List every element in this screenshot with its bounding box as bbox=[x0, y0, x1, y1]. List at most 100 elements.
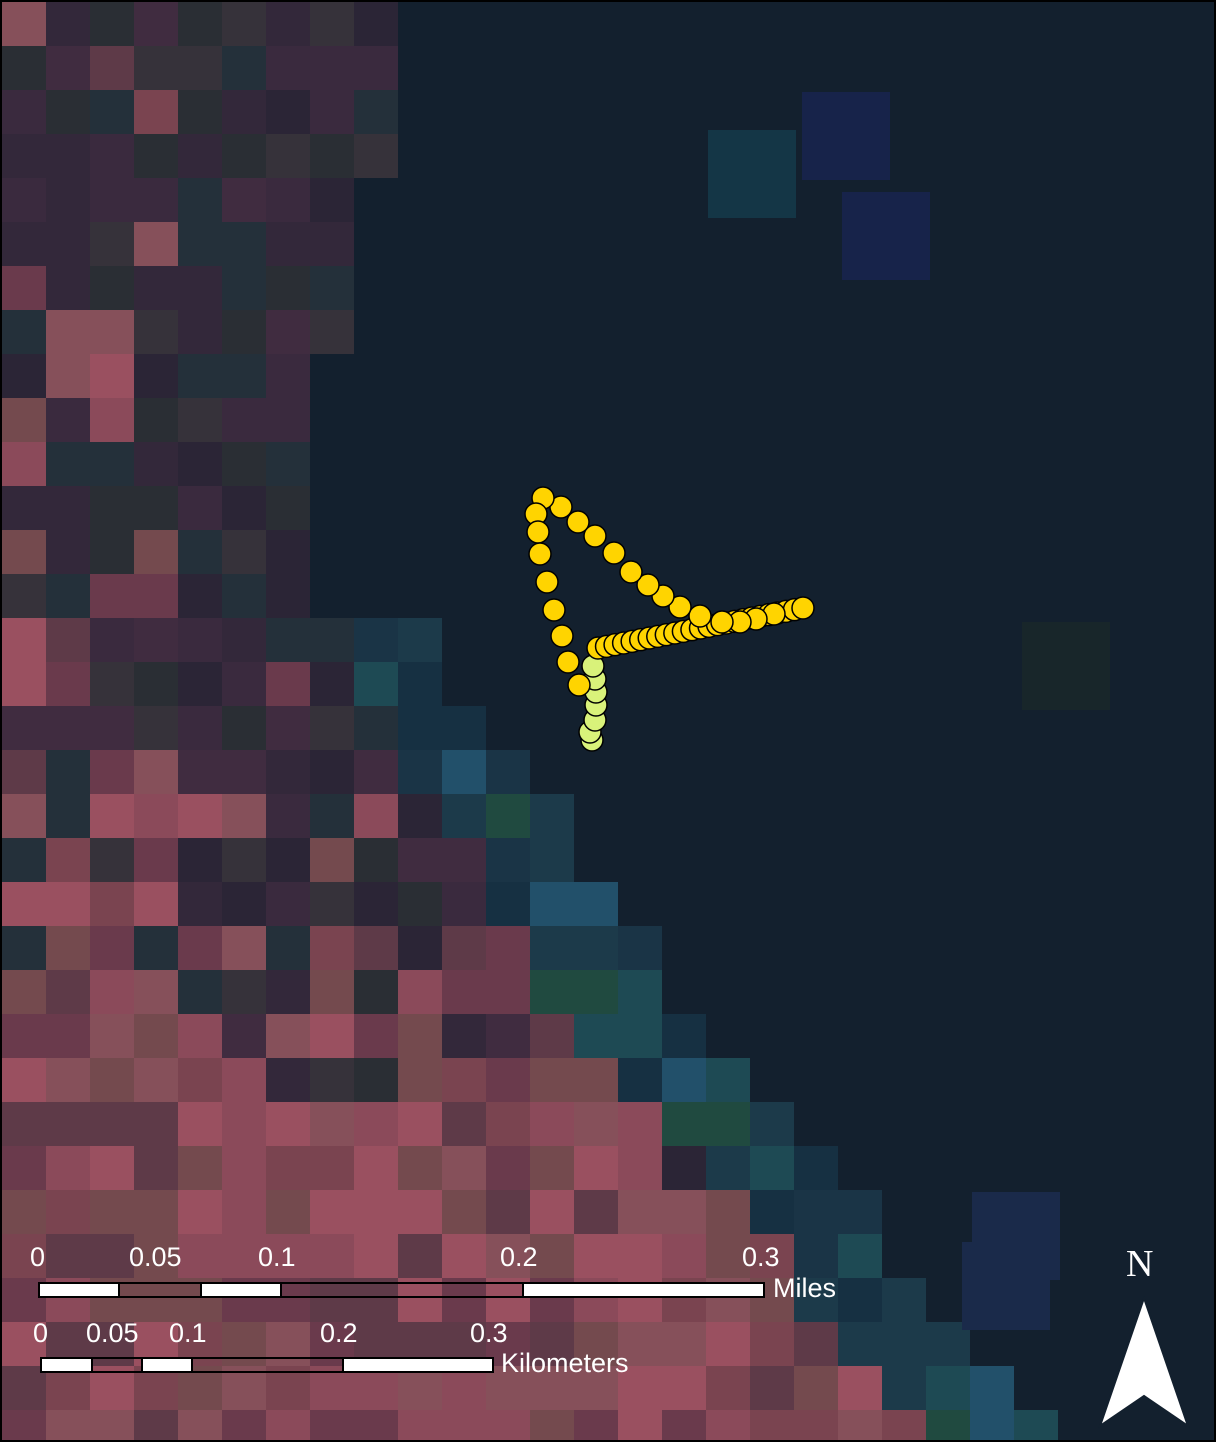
raster-cell bbox=[530, 1146, 574, 1190]
raster-cell bbox=[266, 1190, 310, 1234]
raster-cell bbox=[178, 662, 222, 706]
raster-cell bbox=[618, 1322, 662, 1366]
raster-cell bbox=[134, 794, 178, 838]
raster-cell bbox=[2, 574, 46, 618]
raster-cell bbox=[134, 706, 178, 750]
raster-cell bbox=[46, 1102, 90, 1146]
raster-cell bbox=[46, 1014, 90, 1058]
raster-cell bbox=[90, 1190, 134, 1234]
raster-cell bbox=[90, 398, 134, 442]
raster-cell bbox=[310, 1278, 354, 1322]
raster-cell bbox=[398, 1234, 442, 1278]
raster-cell bbox=[134, 90, 178, 134]
raster-cell bbox=[486, 750, 530, 794]
raster-cell bbox=[134, 1278, 178, 1322]
miles-tick-0.1: 0.1 bbox=[258, 1242, 296, 1272]
raster-cell bbox=[178, 486, 222, 530]
raster-cell bbox=[266, 2, 310, 46]
raster-cell bbox=[354, 1014, 398, 1058]
raster-cell bbox=[618, 1058, 662, 1102]
miles-tick-0.05: 0.05 bbox=[129, 1242, 182, 1272]
track-point bbox=[566, 510, 590, 534]
raster-cell bbox=[310, 838, 354, 882]
track-point bbox=[526, 520, 550, 544]
raster-cell bbox=[134, 134, 178, 178]
raster-cell bbox=[222, 882, 266, 926]
raster-cell bbox=[662, 1410, 706, 1440]
km-seg-4 bbox=[193, 1359, 344, 1371]
raster-cell bbox=[750, 1322, 794, 1366]
raster-cell bbox=[706, 1366, 750, 1410]
raster-cell bbox=[530, 1410, 574, 1440]
raster-cell bbox=[310, 1234, 354, 1278]
raster-cell bbox=[134, 970, 178, 1014]
raster-cell bbox=[2, 1190, 46, 1234]
raster-cell bbox=[398, 838, 442, 882]
raster-cell bbox=[842, 192, 930, 280]
raster-cell bbox=[838, 1234, 882, 1278]
raster-cell bbox=[442, 970, 486, 1014]
raster-cell bbox=[530, 1014, 574, 1058]
raster-cell bbox=[970, 1366, 1014, 1410]
track-point bbox=[535, 570, 559, 594]
raster-cell bbox=[530, 1102, 574, 1146]
raster-cell bbox=[838, 1322, 882, 1366]
miles-seg-4 bbox=[282, 1284, 524, 1296]
raster-cell bbox=[178, 574, 222, 618]
raster-cell bbox=[354, 46, 398, 90]
raster-cell bbox=[310, 2, 354, 46]
raster-cell bbox=[90, 354, 134, 398]
raster-cell bbox=[46, 1190, 90, 1234]
raster-cell bbox=[310, 926, 354, 970]
raster-cell bbox=[882, 1278, 926, 1322]
raster-cell bbox=[90, 486, 134, 530]
raster-cell bbox=[794, 1366, 838, 1410]
raster-cell bbox=[222, 354, 266, 398]
raster-cell bbox=[2, 970, 46, 1014]
raster-cell bbox=[442, 1278, 486, 1322]
raster-cell bbox=[618, 1014, 662, 1058]
miles-tick-0.2: 0.2 bbox=[500, 1242, 538, 1272]
raster-cell bbox=[2, 1366, 46, 1410]
raster-cell bbox=[486, 794, 530, 838]
raster-cell bbox=[222, 90, 266, 134]
raster-cell bbox=[2, 706, 46, 750]
raster-cell bbox=[222, 1410, 266, 1440]
raster-cell bbox=[46, 926, 90, 970]
km-tick-0: 0 bbox=[33, 1318, 49, 1348]
track-point bbox=[688, 604, 712, 628]
raster-cell bbox=[2, 134, 46, 178]
raster-cell bbox=[222, 2, 266, 46]
raster-cell bbox=[310, 662, 354, 706]
raster-cell bbox=[46, 354, 90, 398]
raster-cell bbox=[222, 46, 266, 90]
track-point bbox=[528, 542, 552, 566]
raster-cell bbox=[310, 1410, 354, 1440]
raster-cell bbox=[310, 134, 354, 178]
raster-cell bbox=[354, 1410, 398, 1440]
raster-cell bbox=[46, 530, 90, 574]
raster-cell bbox=[794, 1278, 838, 1322]
raster-cell bbox=[178, 1146, 222, 1190]
raster-cell bbox=[266, 618, 310, 662]
raster-cell bbox=[706, 1058, 750, 1102]
raster-cell bbox=[486, 1366, 530, 1410]
raster-cell bbox=[2, 2, 46, 46]
raster-cell bbox=[2, 222, 46, 266]
raster-cell bbox=[310, 618, 354, 662]
raster-cell bbox=[354, 1366, 398, 1410]
km-seg-5 bbox=[344, 1359, 492, 1371]
raster-cell bbox=[266, 398, 310, 442]
raster-cell bbox=[178, 618, 222, 662]
raster-cell bbox=[222, 926, 266, 970]
raster-cell bbox=[574, 1410, 618, 1440]
raster-cell bbox=[90, 90, 134, 134]
raster-cell bbox=[46, 1410, 90, 1440]
raster-cell bbox=[354, 2, 398, 46]
raster-cell bbox=[2, 530, 46, 574]
raster-cell bbox=[750, 1190, 794, 1234]
raster-cell bbox=[178, 266, 222, 310]
raster-cell bbox=[706, 1190, 750, 1234]
raster-cell bbox=[706, 1102, 750, 1146]
